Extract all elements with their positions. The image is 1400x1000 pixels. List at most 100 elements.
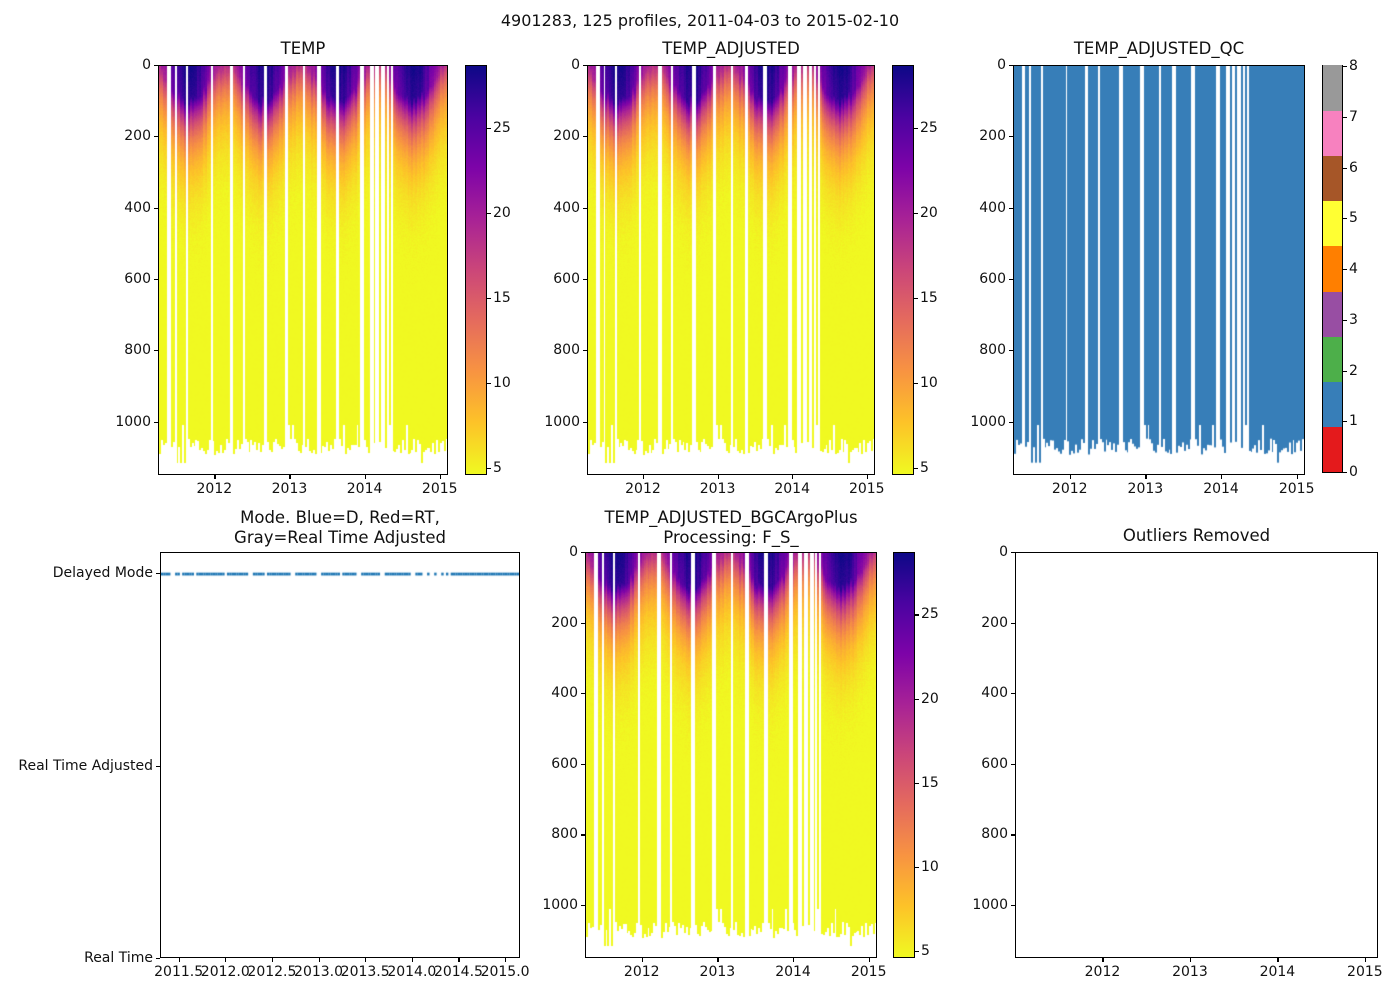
- y-tick-label: 400: [979, 199, 1006, 216]
- tick-mark: [792, 475, 794, 479]
- tick-mark: [1343, 218, 1347, 220]
- colorbar-tick-label: 4: [1349, 261, 1358, 277]
- x-tick-label: 2015: [848, 481, 885, 497]
- mode-y-category-label: Real Time Adjusted: [18, 757, 153, 774]
- panel-temp-adjusted-axes: [587, 65, 875, 475]
- colorbar-tick-label: 1: [1349, 413, 1358, 430]
- x-tick-label: 2015: [421, 481, 458, 497]
- colorbar-tick-label: 5: [493, 460, 502, 477]
- x-tick-label: 2011.5: [154, 964, 204, 980]
- y-tick-label: 600: [981, 755, 1008, 772]
- x-tick-label: 2015: [850, 964, 887, 980]
- tick-mark: [1343, 472, 1347, 474]
- panel-outliers-axes: [1015, 552, 1378, 958]
- tick-mark: [915, 782, 919, 784]
- tick-mark: [487, 383, 491, 385]
- qc-colorbar-segment-7: [1323, 109, 1342, 157]
- y-tick-label: 600: [551, 755, 578, 772]
- tick-mark: [717, 475, 719, 479]
- y-tick-label: 1000: [970, 413, 1006, 430]
- colorbar-tick-label: 10: [493, 375, 511, 392]
- tick-mark: [1343, 269, 1347, 271]
- tick-mark: [487, 468, 491, 470]
- bgc-colorbar: [893, 552, 915, 958]
- x-tick-label: 2013.0: [294, 964, 344, 980]
- mode-scatter-canvas: [161, 553, 519, 957]
- colorbar-tick-label: 25: [921, 606, 939, 623]
- y-tick-label: 0: [569, 544, 578, 560]
- tick-mark: [487, 127, 491, 130]
- qc-colorbar-segment-6: [1323, 155, 1342, 202]
- tick-mark: [1011, 693, 1015, 695]
- tick-mark: [225, 958, 227, 962]
- tick-mark: [641, 958, 643, 962]
- qc-colorbar: [1322, 64, 1343, 473]
- tick-mark: [915, 614, 919, 616]
- colorbar-tick-label: 5: [921, 943, 930, 960]
- tick-mark: [1011, 763, 1015, 765]
- x-tick-label: 2012.5: [247, 964, 297, 980]
- tick-mark: [581, 905, 585, 907]
- tick-mark: [1069, 475, 1071, 479]
- panel-mode-title-line2: Gray=Real Time Adjusted: [234, 528, 446, 548]
- tick-mark: [1189, 958, 1192, 962]
- tick-mark: [793, 958, 795, 962]
- x-tick-label: 2013: [1127, 481, 1164, 497]
- x-tick-label: 2014: [1203, 481, 1239, 497]
- tick-mark: [1009, 350, 1013, 352]
- tick-mark: [1009, 65, 1013, 67]
- x-tick-label: 2012: [1051, 481, 1088, 497]
- tick-mark: [487, 213, 491, 215]
- tick-mark: [487, 298, 491, 300]
- x-tick-label: 2014: [1259, 964, 1296, 980]
- tick-mark: [581, 622, 585, 624]
- tick-mark: [1343, 66, 1347, 68]
- tick-mark: [289, 475, 291, 479]
- y-tick-label: 400: [551, 685, 578, 702]
- tick-mark: [505, 958, 507, 962]
- qc-colorbar-segment-0: [1323, 425, 1342, 472]
- tick-mark: [154, 421, 158, 423]
- tick-mark: [868, 958, 870, 962]
- tick-mark: [178, 958, 180, 962]
- tick-mark: [1277, 958, 1279, 962]
- y-tick-label: 800: [981, 826, 1008, 843]
- panel-bgc-title-line1: TEMP_ADJUSTED_BGCArgoPlus: [604, 508, 858, 527]
- tick-mark: [439, 475, 441, 479]
- panel-temp-adjusted-qc-axes: [1013, 65, 1305, 475]
- temp-adjusted-qc-heatmap-canvas: [1014, 66, 1304, 474]
- y-tick-label: 200: [551, 614, 578, 631]
- tick-mark: [583, 65, 587, 67]
- x-tick-label: 2013: [1172, 964, 1208, 980]
- x-tick-label: 2014: [774, 481, 810, 497]
- x-tick-label: 2015: [1278, 481, 1315, 497]
- x-tick-label: 2013: [699, 964, 736, 980]
- tick-mark: [318, 958, 320, 962]
- qc-colorbar-segment-1: [1323, 380, 1342, 427]
- x-tick-label: 2014.5: [433, 964, 483, 980]
- tick-mark: [1009, 136, 1013, 138]
- colorbar-tick-label: 0: [1349, 464, 1358, 480]
- tick-mark: [1364, 958, 1367, 962]
- tick-mark: [154, 278, 158, 281]
- tick-mark: [914, 213, 918, 215]
- tick-mark: [1343, 370, 1347, 372]
- colorbar-tick-label: 20: [493, 205, 511, 221]
- y-tick-label: 0: [997, 57, 1006, 73]
- colorbar-tick-label: 15: [493, 290, 511, 307]
- tick-mark: [1221, 475, 1223, 479]
- panel-temp-title: TEMP: [280, 39, 326, 58]
- y-tick-label: 800: [124, 342, 151, 359]
- colorbar-tick-label: 6: [1349, 159, 1358, 176]
- tick-mark: [1343, 116, 1347, 118]
- x-tick-label: 2015.0: [480, 964, 530, 980]
- y-tick-label: 0: [571, 57, 580, 73]
- y-tick-label: 1000: [544, 413, 580, 430]
- temp-heatmap-canvas: [159, 66, 447, 474]
- x-tick-label: 2012: [1084, 964, 1121, 980]
- x-tick-label: 2014: [775, 964, 811, 980]
- tick-mark: [915, 698, 919, 700]
- tick-mark: [156, 958, 160, 960]
- tick-mark: [1011, 552, 1015, 554]
